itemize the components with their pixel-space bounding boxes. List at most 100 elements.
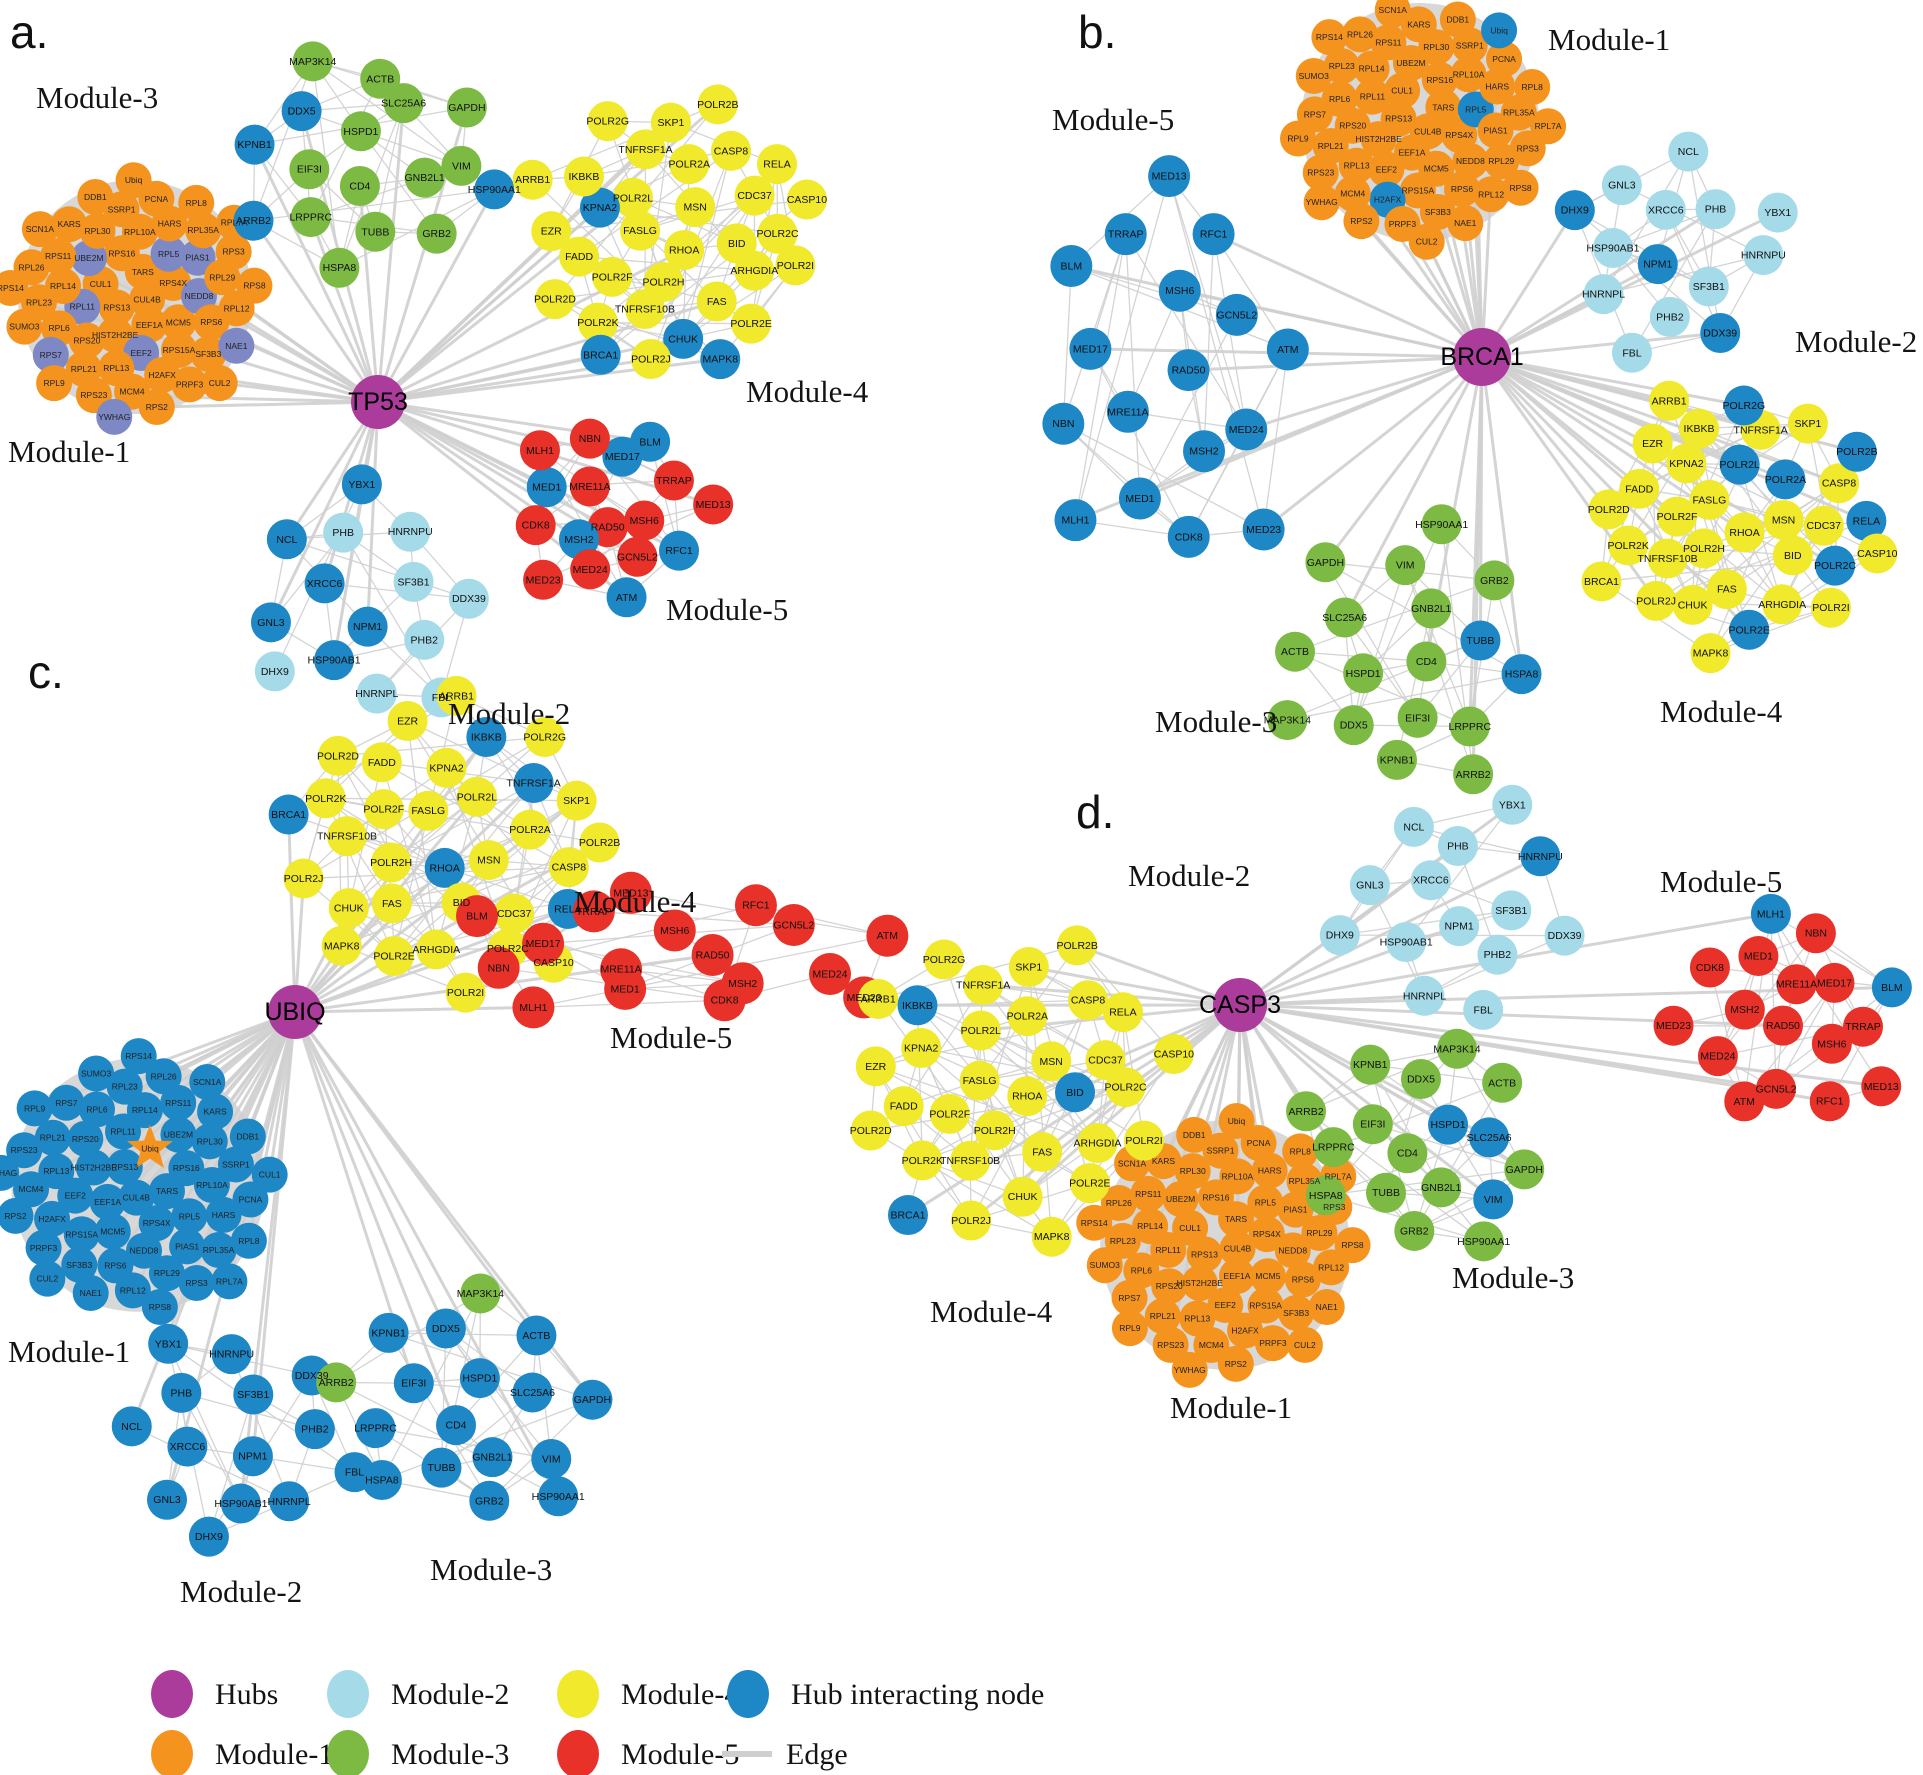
hub-edge: [294, 841, 601, 1014]
node-POLR2G: [524, 717, 565, 758]
node-label: DDX5: [1407, 1073, 1435, 1085]
node-label: RAD50: [591, 522, 625, 534]
node-ACTB: [516, 1315, 557, 1356]
edge: [1710, 607, 1832, 654]
node-label: FASLG: [411, 805, 445, 817]
node-label: FAS: [382, 898, 402, 910]
node-POLR2J: [630, 338, 671, 379]
node-label: RPS14: [1081, 1218, 1108, 1228]
node-label: MED13: [696, 499, 731, 511]
node-HSP90AB1: [1592, 228, 1633, 269]
hub-edge: [293, 1011, 560, 1498]
node-label: CUL4B: [1224, 1244, 1252, 1254]
edge: [1203, 234, 1215, 452]
node-HSP90AB1: [314, 640, 355, 681]
node-label: DHX9: [261, 666, 289, 678]
node-label: FAS: [1032, 1146, 1052, 1158]
module-label: Module-5: [1052, 102, 1174, 137]
node-MSH6: [624, 500, 665, 541]
panel-letter: d.: [1076, 786, 1114, 838]
edge: [445, 1328, 552, 1460]
node-MLH1: [1750, 893, 1791, 934]
module-label: Module-1: [1170, 1390, 1292, 1425]
module-5-swatch-icon: [557, 1730, 599, 1775]
node-NAE1: [1447, 205, 1484, 242]
node-label: RPS4X: [1445, 130, 1473, 140]
node-ARRB2: [233, 200, 274, 241]
node-label: TNFRSF1A: [1734, 424, 1788, 436]
node-HNRNPU: [211, 1334, 252, 1375]
node-label: MSN: [1772, 514, 1795, 526]
node-POLR2C: [757, 213, 798, 254]
node-HSPD1: [1343, 653, 1384, 694]
node-label: NAE1: [80, 1288, 102, 1298]
node-RAD50: [1167, 349, 1210, 392]
node-GRB2: [1474, 560, 1515, 601]
node-VIM: [1385, 545, 1426, 586]
node-label: SSRP1: [1207, 1146, 1235, 1156]
node-SF3B3: [190, 335, 227, 372]
node-RPS8: [1502, 169, 1539, 206]
node-label: TRRAP: [576, 906, 612, 918]
edge: [131, 1425, 290, 1502]
node-label: NAE1: [1316, 1302, 1338, 1312]
node-label: POLR2J: [284, 873, 324, 885]
node-SCN1A: [1374, 0, 1411, 28]
node-RPL13: [1179, 1300, 1216, 1337]
node-label: RPL11: [1156, 1245, 1182, 1255]
module-label: Module-3: [1452, 1260, 1574, 1295]
node-MAPK8: [321, 925, 362, 966]
node-label: NBN: [1052, 418, 1074, 430]
node-ATM: [866, 914, 909, 957]
node-label: NPM1: [238, 1451, 267, 1463]
node-GAPDH: [446, 87, 487, 128]
node-label: NPM1: [353, 621, 382, 633]
node-label: SSRP1: [1456, 40, 1484, 50]
node-RPS7: [1111, 1279, 1148, 1316]
node-label: TNFRSF10B: [940, 1155, 1000, 1167]
module-4-swatch-icon: [557, 1670, 599, 1718]
node-label: RPL21: [1318, 141, 1344, 151]
node-MLH1: [1054, 499, 1097, 542]
hub-edge: [1481, 355, 1745, 408]
node-label: EEF2: [1215, 1300, 1237, 1310]
node-label: YBX1: [348, 479, 375, 491]
node-BLM: [456, 895, 499, 938]
node-label: SLC25A6: [381, 98, 426, 110]
node-label: RPS16: [1203, 1192, 1230, 1202]
node-label: KPNB1: [1353, 1059, 1388, 1071]
edge: [755, 904, 888, 937]
node-MED1: [1118, 477, 1161, 520]
node-label: FASLG: [623, 225, 657, 237]
node-label: RPS20: [73, 335, 100, 345]
hub-edge: [1128, 1004, 1242, 1299]
node-XRCC6: [304, 563, 345, 604]
hub-edge: [1245, 355, 1483, 431]
node-label: CDC37: [1807, 520, 1842, 532]
legend-label: Edge: [786, 1738, 848, 1771]
node-label: CUL2: [1294, 1340, 1316, 1350]
edge: [1698, 428, 1836, 567]
node-label: ACTB: [1488, 1077, 1516, 1089]
node-label: RPL14: [132, 1105, 158, 1115]
hub-edge: [156, 400, 379, 409]
node-XRCC6: [167, 1426, 208, 1467]
node-label: Ubiq: [141, 1144, 159, 1154]
node-label: ARHGDIA: [412, 944, 460, 956]
edge: [208, 1394, 254, 1537]
node-label: POLR2J: [631, 353, 671, 365]
node-label: SUMO3: [1299, 71, 1330, 81]
node-RPL30: [191, 1123, 228, 1160]
edge: [1781, 482, 1840, 605]
node-label: POLR2E: [730, 318, 771, 330]
node-NAE1: [1308, 1288, 1345, 1325]
node-label: H2AFX: [38, 1214, 66, 1224]
node-label: SKP1: [1794, 418, 1821, 430]
node-label: HSPA8: [323, 262, 357, 274]
node-label: CUL2: [1416, 237, 1438, 247]
node-RPL8: [1514, 69, 1551, 106]
node-POLR2E: [374, 935, 415, 976]
node-label: DDX5: [1340, 720, 1368, 732]
node-label: HSP90AB1: [214, 1498, 267, 1510]
node-DDX39: [1700, 312, 1741, 353]
